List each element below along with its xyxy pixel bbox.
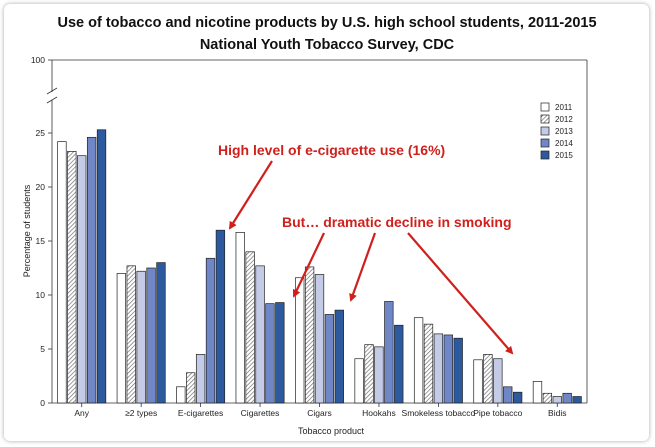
bar-2011 [413,317,424,404]
y-tick-label: 0 [40,398,45,408]
bar-2013 [255,265,265,404]
bar-2015 [156,262,166,404]
annotation-arrow [292,232,325,298]
bar-2015 [572,396,582,404]
axis-break-mark [46,96,58,104]
bar-2012 [423,323,434,404]
legend-label-2011: 2011 [555,103,573,112]
bar-2015 [215,229,226,404]
bar-2013 [77,155,87,404]
bar-2011 [295,277,305,404]
bar-2013 [552,396,562,404]
x-tick-label: E-cigarettes [178,408,223,418]
axis-break-mark [46,87,58,95]
bar-2014 [443,334,453,404]
legend-label-2015: 2015 [555,151,573,160]
bar-2011 [57,141,67,404]
annotation-smoking: But… dramatic decline in smoking [282,214,512,230]
y-tick-label: 10 [36,290,46,300]
legend-swatch-2014 [540,138,550,148]
x-tick-label: Smokeless tobacco [402,408,476,418]
legend-label-2013: 2013 [555,127,573,136]
bar-2011 [116,273,127,404]
bar-2011 [354,358,364,404]
bar-2013 [493,358,503,404]
x-tick-label: Cigars [307,408,332,418]
bar-2012 [304,266,315,404]
bar-2015 [334,309,344,404]
annotation-arrow [349,232,377,302]
bar-2012 [483,354,493,404]
x-tick-label: Bidis [548,408,566,418]
legend-swatch-2012 [540,114,550,124]
bar-2013 [433,333,444,404]
y-tick-label: 100 [31,55,45,65]
bar-2014 [384,301,394,404]
x-tick-label: Any [74,408,89,418]
bar-2012 [364,344,374,404]
annotation-arrow [228,160,273,230]
bar-2012 [542,392,553,404]
legend-swatch-2015 [540,150,550,160]
annotation-ecig: High level of e-cigarette use (16%) [218,142,445,158]
bar-2013 [195,354,206,404]
x-tick-label: Pipe tobacco [473,408,522,418]
annotation-arrow [407,232,514,355]
bar-2015 [394,324,404,404]
legend-swatch-2011 [540,102,550,112]
bar-2014 [503,386,513,404]
y-tick-label: 20 [36,182,46,192]
legend-label-2014: 2014 [555,139,573,148]
bar-2015 [453,337,463,404]
bar-2011 [473,359,483,404]
legend-swatch-2013 [540,126,550,136]
bar-2012 [67,151,77,404]
bar-2012 [126,265,136,404]
bar-2015 [512,391,523,404]
bar-2014 [86,136,97,404]
x-tick-label: ≥2 types [125,408,157,418]
bar-2011 [176,386,186,404]
x-tick-label: Cigarettes [241,408,280,418]
bar-2011 [235,232,245,404]
y-axis-label: Percentage of students [22,184,32,277]
bar-2014 [324,314,335,404]
bar-2012 [186,372,196,404]
y-tick-label: 5 [40,344,45,354]
bar-2014 [562,392,572,404]
chart-subtitle: National Youth Tobacco Survey, CDC [200,37,455,53]
bar-2013 [314,274,325,404]
bar-2015 [96,129,107,404]
chart-title: Use of tobacco and nicotine products by … [57,15,596,31]
bar-2011 [532,381,543,404]
bar-2013 [374,346,384,404]
y-tick-label: 25 [36,128,46,138]
bar-2012 [245,251,255,404]
bar-2014 [265,303,275,404]
bar-2014 [146,267,156,404]
bar-2013 [136,270,146,404]
bar-2014 [205,257,216,404]
y-tick-label: 15 [36,236,46,246]
x-tick-label: Hookahs [362,408,396,418]
legend-label-2012: 2012 [555,115,573,124]
x-axis-label: Tobacco product [298,426,365,436]
bar-2015 [275,302,285,404]
